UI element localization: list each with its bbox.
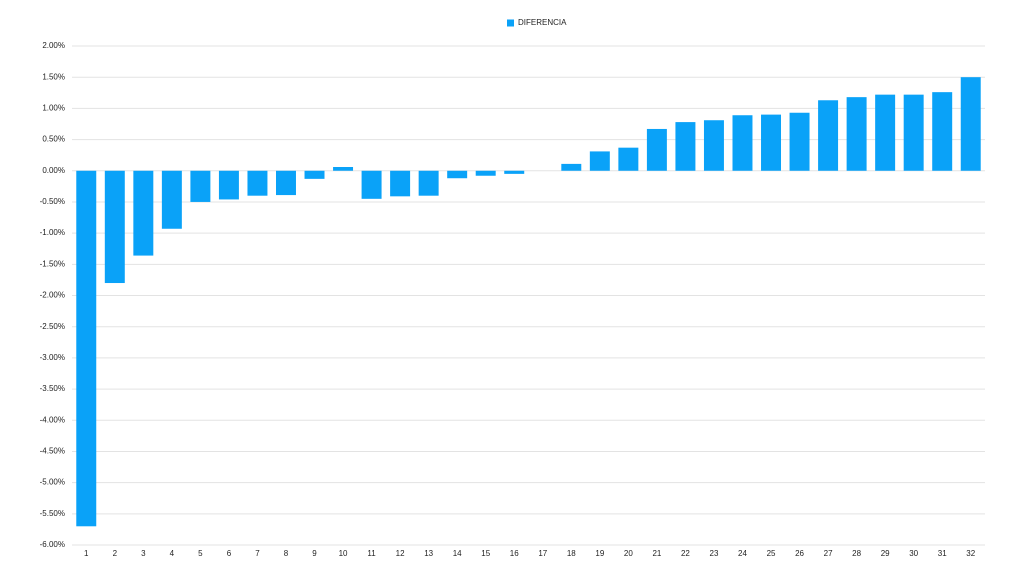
bar <box>247 170 268 196</box>
y-tick-label: -1.00% <box>40 228 65 237</box>
x-tick-label: 13 <box>424 549 433 558</box>
x-tick-label: 12 <box>396 549 405 558</box>
bar <box>703 120 724 171</box>
x-tick-label: 23 <box>710 549 719 558</box>
bar <box>390 170 411 197</box>
y-tick-label: 2.00% <box>42 41 65 50</box>
bar <box>504 170 525 174</box>
x-tick-label: 28 <box>852 549 861 558</box>
y-tick-label: -4.50% <box>40 447 65 456</box>
legend-label: DIFERENCIA <box>518 18 567 27</box>
bar <box>618 147 639 171</box>
x-tick-label: 27 <box>824 549 833 558</box>
x-tick-label: 18 <box>567 549 576 558</box>
bar <box>104 170 125 284</box>
bar <box>561 163 582 171</box>
x-tick-label: 24 <box>738 549 747 558</box>
bar <box>875 94 896 171</box>
x-tick-label: 22 <box>681 549 690 558</box>
x-tick-label: 4 <box>170 549 175 558</box>
x-tick-label: 19 <box>595 549 604 558</box>
y-tick-label: -4.00% <box>40 415 65 424</box>
bar <box>333 167 354 171</box>
bar <box>133 170 154 256</box>
bar <box>275 170 296 196</box>
bar <box>589 151 610 171</box>
x-tick-label: 32 <box>966 549 975 558</box>
bar <box>475 170 496 176</box>
bar <box>846 97 867 171</box>
x-tick-label: 7 <box>255 549 260 558</box>
x-tick-label: 1 <box>84 549 89 558</box>
x-tick-label: 15 <box>481 549 490 558</box>
legend-swatch <box>507 19 514 27</box>
x-tick-label: 6 <box>227 549 232 558</box>
bar <box>304 170 325 179</box>
x-tick-label: 21 <box>652 549 661 558</box>
x-tick-label: 2 <box>113 549 118 558</box>
x-tick-label: 9 <box>312 549 317 558</box>
x-tick-label: 26 <box>795 549 804 558</box>
y-tick-label: -5.50% <box>40 509 65 518</box>
y-tick-label: -1.50% <box>40 259 65 268</box>
bar <box>789 112 810 171</box>
x-tick-label: 5 <box>198 549 203 558</box>
x-tick-label: 10 <box>339 549 348 558</box>
bar <box>761 114 782 171</box>
y-tick-label: -3.50% <box>40 384 65 393</box>
bar <box>932 92 953 171</box>
bar <box>646 128 667 171</box>
bar <box>447 170 468 179</box>
y-tick-label: -2.50% <box>40 322 65 331</box>
x-tick-label: 8 <box>284 549 289 558</box>
x-tick-label: 20 <box>624 549 633 558</box>
x-tick-label: 30 <box>909 549 918 558</box>
x-tick-label: 3 <box>141 549 146 558</box>
x-tick-label: 29 <box>881 549 890 558</box>
x-tick-label: 31 <box>938 549 947 558</box>
bar <box>960 77 981 171</box>
bar <box>218 170 239 200</box>
bar <box>818 100 839 171</box>
y-tick-label: -3.00% <box>40 353 65 362</box>
bar <box>361 170 382 199</box>
y-tick-label: 1.00% <box>42 103 65 112</box>
bar <box>418 170 439 196</box>
bar <box>732 115 753 171</box>
bar <box>76 170 97 527</box>
x-tick-label: 25 <box>767 549 776 558</box>
x-tick-label: 14 <box>453 549 462 558</box>
y-tick-label: 0.00% <box>42 166 65 175</box>
y-tick-label: 1.50% <box>42 72 65 81</box>
bar <box>190 170 211 202</box>
y-tick-label: -2.00% <box>40 291 65 300</box>
bar <box>675 122 696 171</box>
y-tick-label: -6.00% <box>40 540 65 549</box>
y-tick-label: -0.50% <box>40 197 65 206</box>
bar <box>161 170 182 229</box>
y-tick-label: 0.50% <box>42 135 65 144</box>
x-tick-label: 16 <box>510 549 519 558</box>
x-tick-label: 17 <box>538 549 547 558</box>
y-tick-label: -5.00% <box>40 478 65 487</box>
bar <box>903 94 924 171</box>
x-tick-label: 11 <box>367 549 376 558</box>
